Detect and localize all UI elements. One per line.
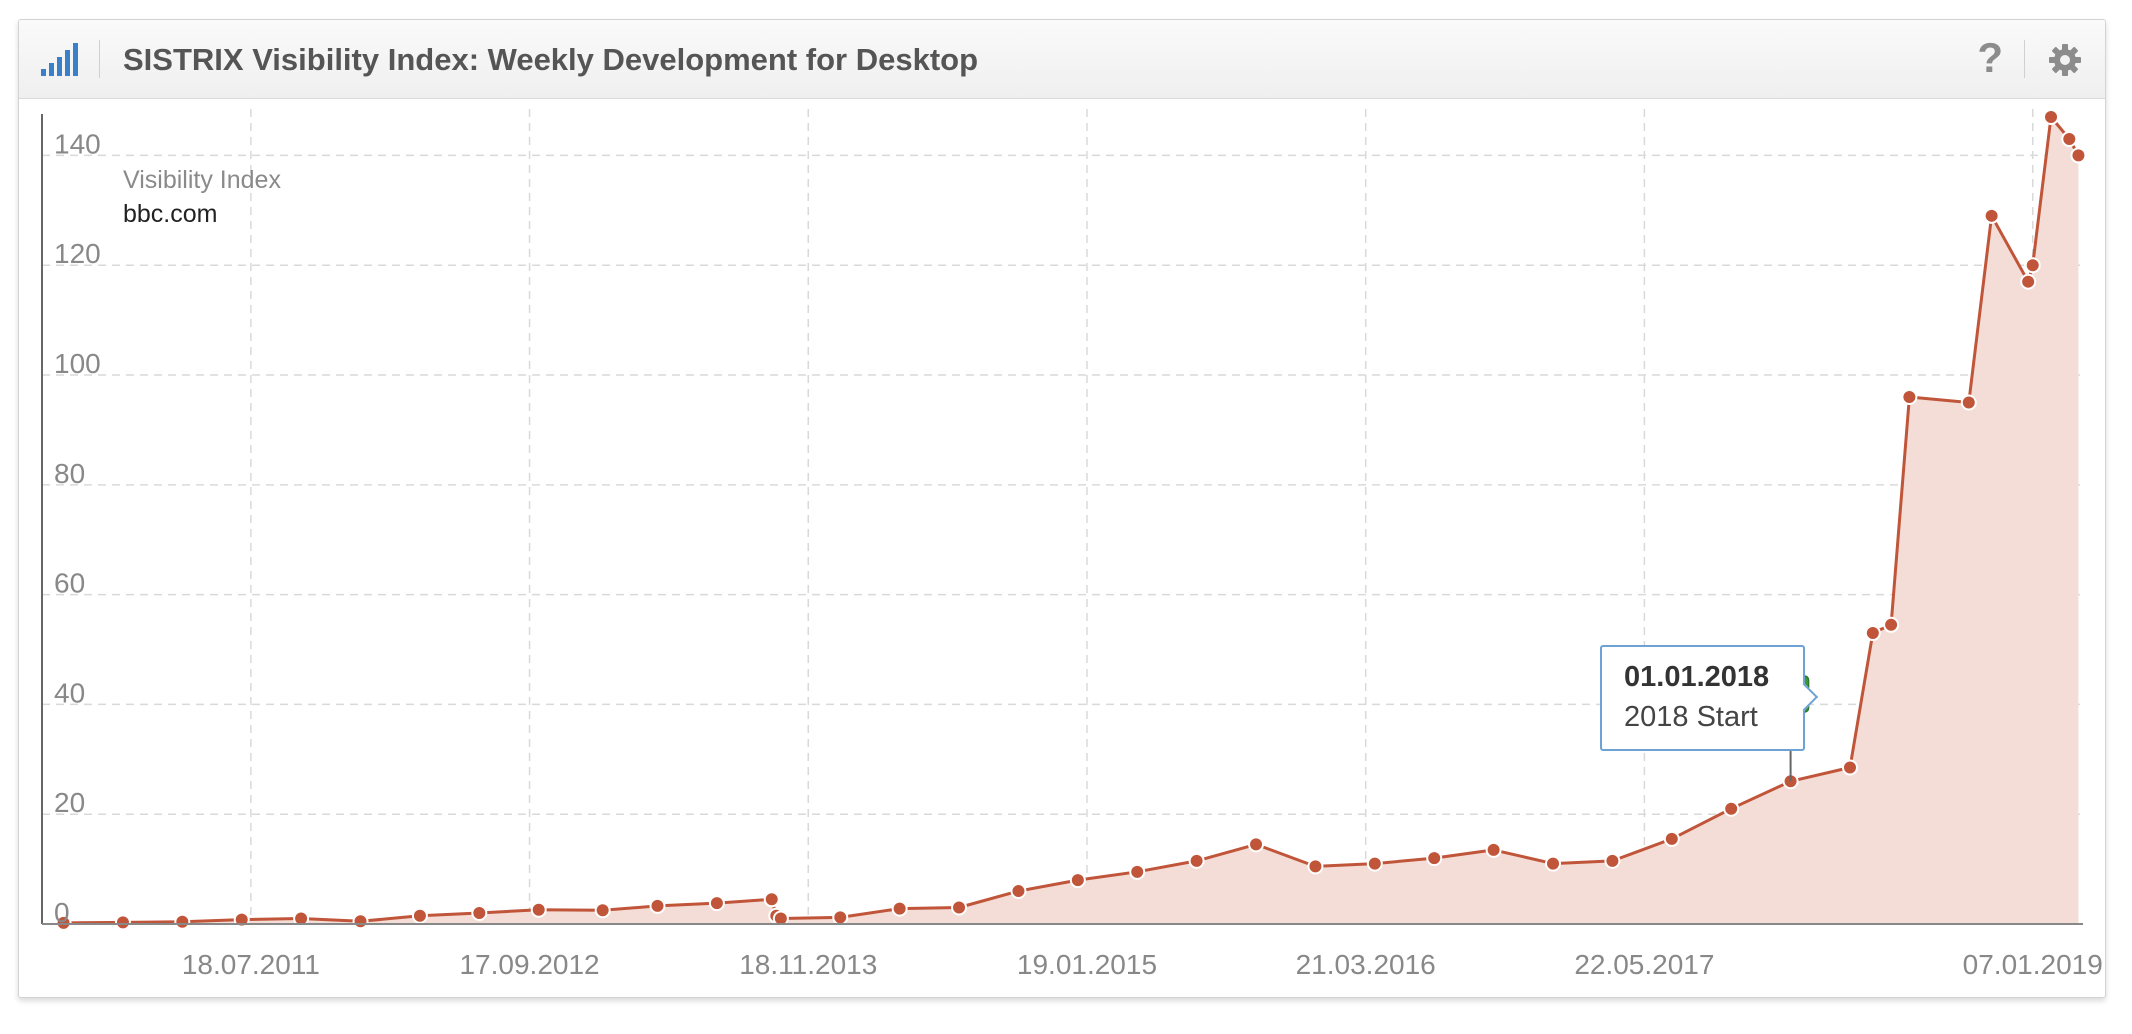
data-point <box>1248 836 1265 853</box>
data-point <box>1545 855 1562 872</box>
chart-panel: SISTRIX Visibility Index: Weekly Develop… <box>18 19 2106 998</box>
data-point <box>174 913 191 930</box>
data-point <box>1485 841 1502 858</box>
data-point <box>1864 625 1881 642</box>
data-point <box>1663 830 1680 847</box>
data-point <box>1426 850 1443 867</box>
x-tick-label: 17.09.2012 <box>459 949 599 980</box>
data-points <box>55 109 2087 931</box>
x-tick-label: 18.11.2013 <box>739 949 877 980</box>
y-tick-label: 100 <box>54 348 101 379</box>
data-point <box>2024 257 2041 274</box>
data-point <box>1723 800 1740 817</box>
data-point <box>832 909 849 926</box>
data-point <box>411 907 428 924</box>
data-point <box>530 901 547 918</box>
header-divider <box>2024 40 2025 78</box>
data-point <box>55 914 72 931</box>
data-point <box>1010 883 1027 900</box>
data-point <box>2070 147 2087 164</box>
data-point <box>891 900 908 917</box>
visibility-area <box>63 117 2079 924</box>
x-tick-label: 18.07.2011 <box>182 949 320 980</box>
data-point <box>2020 273 2037 290</box>
data-point <box>1960 394 1977 411</box>
data-point <box>1604 852 1621 869</box>
data-point <box>1901 388 1918 405</box>
y-axis-ticks: 0 20 40 60 80 100 120 140 <box>54 128 101 928</box>
panel-title: SISTRIX Visibility Index: Weekly Develop… <box>123 42 979 77</box>
data-point <box>1129 863 1146 880</box>
y-tick-label: 40 <box>54 677 85 708</box>
data-point <box>471 905 488 922</box>
gear-icon[interactable] <box>2047 42 2083 78</box>
y-tick-label: 20 <box>54 787 85 818</box>
header-divider <box>99 40 100 78</box>
legend-domain: bbc.com <box>123 200 217 228</box>
y-tick-label: 120 <box>54 238 101 269</box>
help-icon[interactable]: ? <box>1977 34 2003 81</box>
data-point <box>649 897 666 914</box>
data-point <box>1307 858 1324 875</box>
event-tooltip: 01.01.2018 2018 Start <box>1600 645 1805 751</box>
x-tick-label: 22.05.2017 <box>1574 949 1714 980</box>
y-tick-label: 80 <box>54 458 85 489</box>
y-tick-label: 0 <box>54 897 70 928</box>
x-tick-label: 07.01.2019 <box>1963 949 2103 980</box>
x-tick-label: 21.03.2016 <box>1296 949 1436 980</box>
panel-header: SISTRIX Visibility Index: Weekly Develop… <box>19 20 2105 99</box>
data-point <box>1069 872 1086 889</box>
data-point <box>1188 852 1205 869</box>
data-point <box>1841 759 1858 776</box>
data-point <box>352 913 369 930</box>
data-point <box>1983 207 2000 224</box>
data-point <box>594 902 611 919</box>
data-point <box>708 895 725 912</box>
y-tick-label: 140 <box>54 128 101 159</box>
x-tick-label: 19.01.2015 <box>1017 949 1157 980</box>
data-point <box>293 910 310 927</box>
data-point <box>2043 109 2060 125</box>
x-axis-ticks: 18.07.2011 17.09.2012 18.11.2013 19.01.2015… <box>182 949 2103 980</box>
data-point <box>1883 616 1900 633</box>
data-point <box>114 914 131 931</box>
legend-label: Visibility Index <box>123 166 281 194</box>
data-point <box>1366 855 1383 872</box>
data-point <box>2061 130 2078 147</box>
tooltip-date: 01.01.2018 <box>1624 661 1770 693</box>
y-tick-label: 60 <box>54 568 85 599</box>
data-point <box>763 891 780 908</box>
data-point <box>772 910 789 927</box>
data-point <box>951 899 968 916</box>
tooltip-label: 2018 Start <box>1624 701 1758 733</box>
visibility-bars-icon <box>41 42 81 76</box>
